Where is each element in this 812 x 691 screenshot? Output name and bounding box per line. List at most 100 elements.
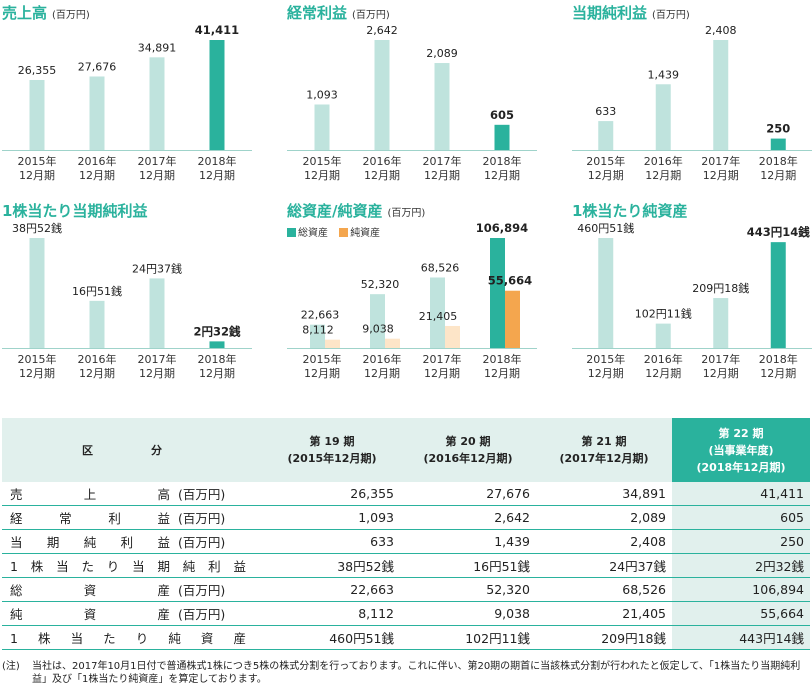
table-row: 総資産 (百万円) 22,663 52,320 68,526 106,894: [2, 577, 810, 602]
footnote-mark: (注): [2, 661, 20, 672]
table-cell: 55,664: [672, 601, 810, 626]
row-unit: (百万円): [178, 487, 226, 502]
assets-chart-svg: 2015年12月期22,6638,1122016年12月期52,3209,038…: [287, 221, 537, 380]
x-tick-label: 12月期: [588, 169, 624, 182]
legend-swatch: [339, 228, 349, 237]
row-label-text: 1株当たり純資産: [10, 631, 246, 646]
x-tick-label: 12月期: [139, 367, 175, 380]
table-cell: 16円51銭: [400, 553, 536, 578]
data-label: 26,355: [18, 64, 57, 77]
data-label-net-assets: 55,664: [488, 274, 532, 288]
row-label-text: 総資産: [10, 583, 170, 598]
chart-title: 総資産/純資産: [287, 202, 383, 220]
x-tick-label: 12月期: [19, 367, 55, 380]
data-label: 38円52銭: [12, 222, 62, 235]
row-label-text: 経常利益: [10, 511, 170, 526]
x-tick-label: 2017年: [423, 154, 462, 168]
bar: [89, 76, 105, 150]
x-tick-label: 2017年: [138, 352, 177, 366]
x-tick-label: 12月期: [139, 169, 175, 182]
x-tick-label: 2018年: [483, 352, 522, 366]
data-label-total-assets: 22,663: [301, 309, 340, 322]
bar: [29, 238, 45, 348]
bar: [209, 40, 225, 150]
table-cell: 443円14銭: [672, 625, 810, 650]
x-tick-label: 2015年: [18, 352, 57, 366]
table-cell: 26,355: [264, 482, 400, 506]
header-period-22: 第 22 期 (当事業年度) (2018年12月期): [672, 418, 810, 482]
legend-net-assets: 純資産: [339, 228, 380, 239]
x-tick-label: 12月期: [199, 367, 235, 380]
chart-title: 当期純利益: [572, 4, 648, 22]
bar: [314, 104, 330, 150]
x-tick-label: 12月期: [304, 169, 340, 182]
x-tick-label: 12月期: [199, 169, 235, 182]
table-row: 1株当たり純資産 460円51銭 102円11銭 209円18銭 443円14銭: [2, 625, 810, 650]
data-label: 443円14銭: [747, 225, 811, 239]
bar: [598, 238, 614, 348]
x-tick-label: 2016年: [363, 352, 402, 366]
chart-unit: (百万円): [52, 10, 90, 21]
x-tick-label: 2017年: [701, 352, 740, 366]
row-label: 売上高 (百万円): [2, 482, 264, 506]
bar: [770, 242, 786, 348]
data-label: 41,411: [195, 23, 239, 37]
data-label: 605: [490, 108, 514, 122]
row-label: 総資産 (百万円): [2, 577, 264, 602]
bar-net-assets: [325, 339, 340, 348]
financial-summary-table-wrap: 区分 第 19 期 (2015年12月期) 第 20 期 (2016年12月期) 第…: [2, 418, 812, 650]
header-period-19: 第 19 期 (2015年12月期): [264, 418, 400, 482]
x-tick-label: 2017年: [701, 154, 740, 168]
bar-total-assets: [430, 277, 445, 348]
chart-unit: (百万円): [652, 10, 690, 21]
x-tick-label: 2017年: [138, 154, 177, 168]
data-label: 2,089: [426, 47, 458, 60]
row-label: 1株当たり純資産: [2, 625, 264, 650]
x-tick-label: 12月期: [588, 367, 624, 380]
net-income-chart-svg: 2015年12月期6332016年12月期1,4392017年12月期2,408…: [572, 24, 812, 182]
data-label: 2,408: [705, 24, 737, 37]
x-tick-label: 2018年: [198, 154, 237, 168]
table-cell: 209円18銭: [536, 625, 672, 650]
data-label: 460円51銭: [577, 222, 634, 235]
bar: [655, 84, 671, 150]
x-tick-label: 2015年: [303, 352, 342, 366]
chart-eps: 1株当たり当期純利益 2015年 12月期 38円52銭 2016年 12月期 16円51…: [2, 200, 252, 390]
bar: [209, 341, 225, 348]
row-label: 経常利益 (百万円): [2, 505, 264, 530]
bar: [713, 298, 729, 348]
x-tick-label: 12月期: [304, 367, 340, 380]
x-tick-label: 12月期: [484, 169, 520, 182]
x-tick-label: 12月期: [645, 367, 681, 380]
chart-title: 1株当たり純資産: [572, 202, 688, 220]
table-body: 売上高 (百万円) 26,355 27,676 34,891 41,411 経常利益 (百万円…: [2, 482, 810, 650]
chart-ordinary-income: 経常利益 (百万円) 2015年 12月期 1,093 2016年 12月期 2,642 20…: [287, 2, 537, 192]
table-cell: 52,320: [400, 577, 536, 602]
bar: [655, 323, 671, 348]
table-cell: 2,408: [536, 529, 672, 554]
bar-net-assets: [445, 325, 460, 348]
data-label: 102円11銭: [635, 308, 692, 321]
table-cell: 605: [672, 505, 810, 530]
bar: [434, 63, 450, 150]
data-label: 250: [766, 122, 790, 136]
bar-net-assets: [385, 338, 400, 348]
table-cell: 2,089: [536, 505, 672, 530]
x-tick-label: 12月期: [424, 367, 460, 380]
table-cell: 9,038: [400, 601, 536, 626]
data-label: 209円18銭: [692, 282, 749, 295]
table-cell: 460円51銭: [264, 625, 400, 650]
data-label-total-assets: 68,526: [421, 261, 460, 274]
table-cell: 34,891: [536, 482, 672, 506]
eps-chart-svg: 2015年12月期38円52銭2016年12月期16円51銭2017年12月期2…: [2, 222, 252, 380]
table-cell: 633: [264, 529, 400, 554]
chart-legend: 総資産 純資産: [287, 224, 388, 239]
chart-unit: (百万円): [352, 10, 390, 21]
data-label-net-assets: 8,112: [302, 324, 334, 337]
table-cell: 2円32銭: [672, 553, 810, 578]
table-cell: 41,411: [672, 482, 810, 506]
data-label-total-assets: 52,320: [361, 278, 400, 291]
table-cell: 38円52銭: [264, 553, 400, 578]
bar: [770, 138, 786, 150]
bar: [149, 278, 165, 348]
